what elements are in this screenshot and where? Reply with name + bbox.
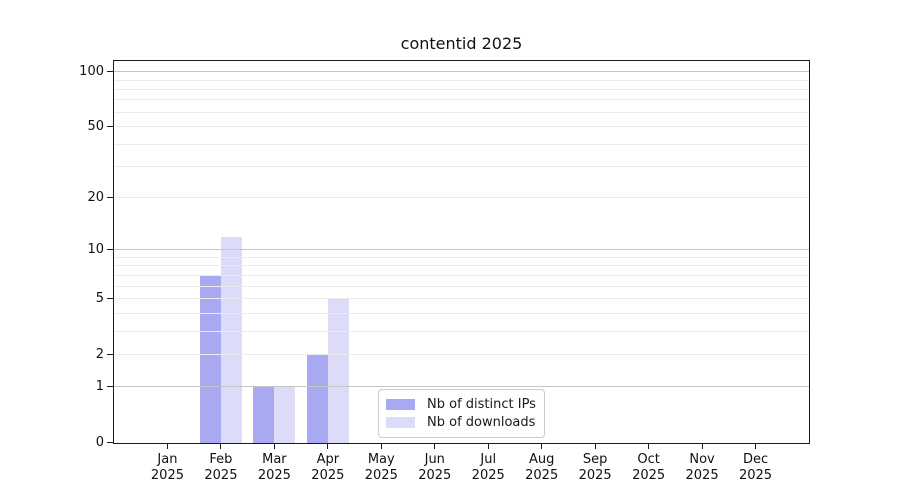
y-tick-label-0: 0 xyxy=(95,435,104,450)
x-tick-label-oct: Oct 2025 xyxy=(619,452,679,484)
gridline-major-100 xyxy=(114,71,809,73)
y-tick-5 xyxy=(107,298,113,300)
x-label-year: 2025 xyxy=(150,468,184,483)
x-label-month: Oct xyxy=(637,452,660,467)
y-tick-label-2: 2 xyxy=(95,346,104,362)
x-label-month: Jul xyxy=(480,452,497,467)
gridline-minor-9 xyxy=(114,256,809,258)
x-tick-label-jan: Jan 2025 xyxy=(137,452,197,484)
y-tick-10 xyxy=(107,249,113,251)
legend-label-distinct-ips: Nb of distinct IPs xyxy=(427,397,536,412)
gridline-minor-80 xyxy=(114,88,809,90)
x-tick-label-aug: Aug 2025 xyxy=(512,452,572,484)
x-label-month: May xyxy=(367,452,395,467)
gridline-minor-60 xyxy=(114,111,809,113)
y-tick-label-10: 10 xyxy=(87,242,104,258)
chart-title: contentid 2025 xyxy=(400,34,523,53)
x-tick-label-mar: Mar 2025 xyxy=(244,452,304,484)
x-tick-jul xyxy=(487,443,489,449)
x-label-month: Jan xyxy=(157,452,178,467)
x-label-year: 2025 xyxy=(578,468,612,483)
x-tick-jun xyxy=(434,443,436,449)
x-label-year: 2025 xyxy=(471,468,505,483)
x-tick-label-apr: Apr 2025 xyxy=(298,452,358,484)
x-label-month: Mar xyxy=(262,452,287,467)
y-tick-20 xyxy=(107,197,113,199)
x-label-year: 2025 xyxy=(364,468,398,483)
legend-swatch-downloads xyxy=(386,417,415,428)
gridline-minor-20 xyxy=(114,197,809,199)
x-tick-aug xyxy=(541,443,543,449)
x-label-year: 2025 xyxy=(525,468,559,483)
x-tick-oct xyxy=(648,443,650,449)
x-label-year: 2025 xyxy=(257,468,291,483)
gridline-minor-6 xyxy=(114,285,809,287)
x-tick-dec xyxy=(755,443,757,449)
x-label-year: 2025 xyxy=(418,468,452,483)
x-tick-jan xyxy=(166,443,168,449)
y-tick-50 xyxy=(107,126,113,128)
gridline-minor-2 xyxy=(114,353,809,355)
bar-feb-distinct-ips xyxy=(199,275,221,443)
legend-label-downloads: Nb of downloads xyxy=(427,415,536,430)
bar-feb-downloads xyxy=(220,236,242,443)
x-label-year: 2025 xyxy=(632,468,666,483)
x-label-year: 2025 xyxy=(204,468,238,483)
x-label-year: 2025 xyxy=(311,468,345,483)
y-tick-label-1: 1 xyxy=(95,379,104,395)
gridline-minor-40 xyxy=(114,143,809,145)
bar-mar-distinct-ips xyxy=(253,387,275,443)
x-label-year: 2025 xyxy=(738,468,773,483)
bar-apr-downloads xyxy=(327,299,349,443)
x-tick-feb xyxy=(220,443,222,449)
y-tick-label-5: 5 xyxy=(95,291,104,307)
x-tick-may xyxy=(380,443,382,449)
x-label-year: 2025 xyxy=(685,468,719,483)
x-tick-mar xyxy=(273,443,275,449)
gridline-minor-8 xyxy=(114,265,809,267)
gridline-major-10 xyxy=(114,249,809,251)
gridline-minor-50 xyxy=(114,126,809,128)
y-tick-label-20: 20 xyxy=(87,190,104,206)
legend-swatch-distinct-ips xyxy=(386,399,415,410)
x-tick-nov xyxy=(701,443,703,449)
x-tick-label-jun: Jun 2025 xyxy=(405,452,465,484)
y-tick-label-50: 50 xyxy=(87,119,104,135)
x-label-month: Sep xyxy=(582,452,608,467)
y-tick-0 xyxy=(107,442,113,443)
x-tick-sep xyxy=(594,443,596,449)
x-label-month: Apr xyxy=(316,452,340,467)
bar-mar-downloads xyxy=(274,387,296,443)
gridline-minor-30 xyxy=(114,166,809,168)
x-tick-label-sep: Sep 2025 xyxy=(565,452,625,484)
y-tick-2 xyxy=(107,353,113,355)
gridline-minor-7 xyxy=(114,274,809,276)
y-tick-100 xyxy=(107,71,113,73)
x-tick-apr xyxy=(327,443,329,449)
x-tick-label-may: May 2025 xyxy=(351,452,411,484)
gridline-minor-5 xyxy=(114,298,809,300)
gridline-minor-3 xyxy=(114,330,809,332)
gridline-major-1 xyxy=(114,386,809,388)
x-label-month: Dec xyxy=(742,452,769,467)
gridline-minor-90 xyxy=(114,79,809,81)
x-label-month: Nov xyxy=(689,452,715,467)
x-tick-label-dec: Dec 2025 xyxy=(726,452,786,484)
y-tick-label-100: 100 xyxy=(79,64,104,80)
legend: Nb of distinct IPs Nb of downloads xyxy=(378,389,545,438)
legend-item-distinct-ips: Nb of distinct IPs xyxy=(386,396,536,413)
x-tick-label-jul: Jul 2025 xyxy=(458,452,518,484)
gridline-minor-70 xyxy=(114,99,809,101)
x-tick-label-feb: Feb 2025 xyxy=(191,452,251,484)
x-label-month: Jun xyxy=(424,452,445,467)
x-label-month: Feb xyxy=(209,452,233,467)
y-tick-1 xyxy=(107,386,113,388)
legend-item-downloads: Nb of downloads xyxy=(386,414,535,431)
x-tick-label-nov: Nov 2025 xyxy=(672,452,732,484)
x-label-month: Aug xyxy=(528,452,555,467)
gridline-minor-4 xyxy=(114,312,809,314)
plot-area: Dec 2025 Nov 2025 Oct 2025 Sep 2025 Aug 2025 Jul 20… xyxy=(79,60,810,483)
bar-apr-distinct-ips xyxy=(306,354,328,443)
